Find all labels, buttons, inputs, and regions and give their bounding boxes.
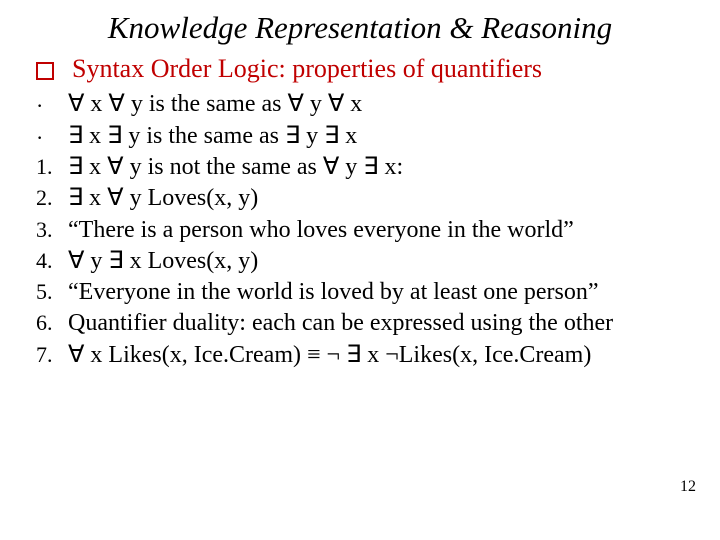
list-number: 1. xyxy=(36,153,68,181)
list-item-text: “Everyone in the world is loved by at le… xyxy=(68,278,690,307)
list-item: 5. “Everyone in the world is loved by at… xyxy=(36,278,690,307)
list-item-text: ∃ x ∀ y is not the same as ∀ y ∃ x: xyxy=(68,153,690,182)
list-item: · ∀ x ∀ y is the same as ∀ y ∀ x xyxy=(36,90,690,120)
list-number: 3. xyxy=(36,216,68,244)
list-number: 4. xyxy=(36,247,68,275)
bullet-dot-icon: · xyxy=(36,122,68,152)
list-item: · ∃ x ∃ y is the same as ∃ y ∃ x xyxy=(36,122,690,152)
list-number: 6. xyxy=(36,309,68,337)
page-number: 12 xyxy=(680,478,696,496)
list-item-text: ∀ x Likes(x, Ice.Cream) ≡ ¬ ∃ x ¬Likes(x… xyxy=(68,341,690,370)
list-item-text: “There is a person who loves everyone in… xyxy=(68,216,690,245)
list-item: 3. “There is a person who loves everyone… xyxy=(36,216,690,245)
list-item-text: ∃ x ∃ y is the same as ∃ y ∃ x xyxy=(68,122,690,151)
hollow-square-bullet-icon xyxy=(36,62,54,80)
list-item: 1. ∃ x ∀ y is not the same as ∀ y ∃ x: xyxy=(36,153,690,182)
list-number: 2. xyxy=(36,184,68,212)
list-item: 6. Quantifier duality: each can be expre… xyxy=(36,309,690,338)
slide: Knowledge Representation & Reasoning Syn… xyxy=(0,0,720,540)
list-item-text: ∀ x ∀ y is the same as ∀ y ∀ x xyxy=(68,90,690,119)
list-number: 7. xyxy=(36,341,68,369)
list-item-text: Quantifier duality: each can be expresse… xyxy=(68,309,690,338)
heading-text: Syntax Order Logic: properties of quanti… xyxy=(72,54,542,84)
item-list: · ∀ x ∀ y is the same as ∀ y ∀ x · ∃ x ∃… xyxy=(36,90,690,370)
heading-row: Syntax Order Logic: properties of quanti… xyxy=(36,54,690,84)
bullet-dot-icon: · xyxy=(36,90,68,120)
list-item-text: ∃ x ∀ y Loves(x, y) xyxy=(68,184,690,213)
list-number: 5. xyxy=(36,278,68,306)
list-item: 2. ∃ x ∀ y Loves(x, y) xyxy=(36,184,690,213)
list-item: 4. ∀ y ∃ x Loves(x, y) xyxy=(36,247,690,276)
slide-title: Knowledge Representation & Reasoning xyxy=(30,10,690,46)
list-item: 7. ∀ x Likes(x, Ice.Cream) ≡ ¬ ∃ x ¬Like… xyxy=(36,341,690,370)
list-item-text: ∀ y ∃ x Loves(x, y) xyxy=(68,247,690,276)
